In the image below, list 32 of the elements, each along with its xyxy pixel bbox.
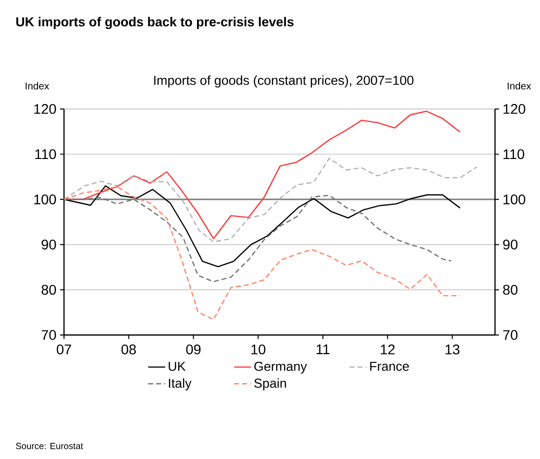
x-tick-label: 13 <box>446 344 460 354</box>
y2-tick-label: 80 <box>503 284 518 295</box>
legend-label: UK <box>168 362 186 371</box>
chart-subtitle: Imports of goods (constant prices), 2007=100 <box>154 75 414 88</box>
line-series <box>63 158 478 242</box>
source-note: Source: Eurostat <box>16 442 84 450</box>
x-tick-label: 09 <box>186 344 201 354</box>
x-tick-label: 12 <box>380 344 395 354</box>
y2-tick-label: 70 <box>503 330 518 340</box>
y2-tick-label: 100 <box>504 194 526 204</box>
y-tick-label: 90 <box>42 240 56 250</box>
x-tick-label: 08 <box>122 344 136 354</box>
legend-label: Italy <box>168 378 192 390</box>
y-tick-label: 80 <box>42 284 56 295</box>
chart-title: UK imports of goods back to pre-crisis levels <box>16 16 294 30</box>
legend-label: Spain <box>254 378 286 390</box>
y-tick-label: 100 <box>34 194 56 204</box>
y-tick-label: 110 <box>35 149 56 160</box>
y2-tick-label: 90 <box>503 240 518 250</box>
y2-tick-label: 110 <box>504 149 524 160</box>
x-tick-label: 10 <box>251 344 266 354</box>
x-tick-label: 07 <box>56 344 72 354</box>
y-tick-label: 120 <box>34 104 56 114</box>
x-tick-label: 11 <box>316 344 330 354</box>
line-series <box>63 186 461 320</box>
y2-axis-title: Index <box>508 82 532 90</box>
y-axis-title: Index <box>26 82 50 90</box>
y2-tick-label: 120 <box>504 104 526 114</box>
line-series <box>63 194 452 282</box>
legend-label: France <box>370 362 409 371</box>
legend-label: Germany <box>254 362 307 374</box>
y-tick-label: 70 <box>42 330 56 340</box>
